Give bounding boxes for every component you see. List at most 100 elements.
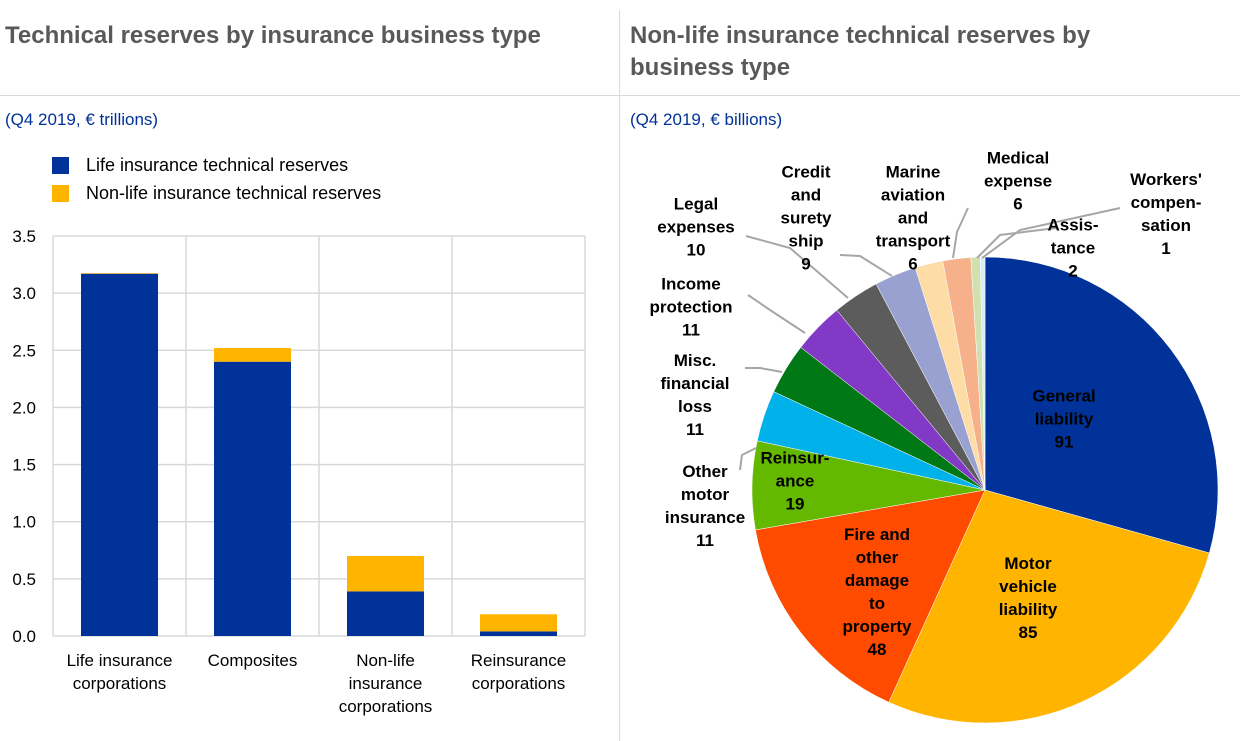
y-tick-label: 2.0 [12,398,36,417]
pie-label-line: 91 [1054,432,1074,452]
right-chart-title: Non-life insurance technical reserves by… [630,22,1091,81]
pie-label-line: damage [844,571,910,590]
pie-label-line: aviation [880,185,946,205]
pie-label-line: Other [682,462,728,481]
x-tick-label: Composites [208,651,298,670]
y-tick-label: 3.0 [12,284,36,303]
pie-label: Misc. financial loss 11 [661,349,730,441]
pie-label: General liability 91 [1032,385,1095,454]
pie-label-line: liability [1034,409,1094,429]
y-tick-label: 3.5 [12,227,36,246]
pie-label-line: transport [875,231,951,251]
legend-label-life: Life insurance technical reserves [86,155,349,175]
bar-non-life-insurance-technical-reserves [214,348,291,362]
bar-life-insurance-technical-reserves [214,361,291,636]
pie-label-line: expense [983,171,1053,191]
pie-label-line: Fire and [843,525,911,544]
pie-label-line: loss [677,397,713,416]
pie-label-line: 11 [696,531,714,550]
pie-label-line: protection [649,297,733,317]
header-divider [0,95,1240,96]
x-tick-label: Non-life [356,651,415,670]
pie-label: Marine aviation and transport 6 [876,161,951,276]
leader-line [976,227,1057,259]
pie-label-line: 1 [1161,239,1171,258]
pie-label-line: 2 [1068,261,1078,281]
pie-label-line: tance [1050,238,1096,258]
pie-label-line: 6 [1013,194,1023,214]
y-tick-label: 2.5 [12,341,36,360]
bar-non-life-insurance-technical-reserves [81,273,158,274]
legend-item-life: Life insurance technical reserves [52,155,348,176]
bar-life-insurance-technical-reserves [347,591,424,636]
pie-label-line: 19 [785,494,805,514]
pie-label-line: liability [998,600,1058,619]
bar-life-insurance-technical-reserves [480,631,557,636]
pie-slice-motor-vehicle-liability [888,489,1210,724]
x-tick-label: corporations [73,674,167,693]
pie-label-line: and [897,208,929,228]
leader-line [739,447,757,471]
pie-label-line: compen- [1130,193,1202,212]
panel-divider [619,10,620,741]
pie-label-line: surety [780,208,832,228]
x-tick-label: Reinsurance [471,651,566,670]
y-tick-label: 1.0 [12,513,36,532]
pie-label-line: 11 [682,320,700,340]
left-chart-title: Technical reserves by insurance business… [5,22,541,49]
pie-label-line: vehicle [999,577,1057,596]
left-chart-subtitle: (Q4 2019, € trillions) [5,110,159,129]
pie-label: Income protection 11 [649,273,732,342]
pie-label-line: expenses [657,217,735,237]
pie-label: Motor vehicle liability 85 [999,552,1058,644]
pie-label-line: Marine [885,162,941,182]
pie-label-line: other [855,548,899,567]
bar-life-insurance-technical-reserves [81,273,158,636]
pie-label-line: ance [775,471,815,491]
y-tick-label: 0.5 [12,570,36,589]
leader-line [839,254,893,277]
pie-label: Reinsur-ance 19 [761,447,830,516]
pie-label-line: insurance [664,508,746,527]
pie-label-line: 85 [1018,623,1038,642]
legend-label-nonlife: Non-life insurance technical reserves [86,183,382,203]
pie-label-line: Misc. [673,351,717,370]
pie-label: Medical expense 6 [984,147,1052,216]
leader-line [952,207,969,259]
pie-label: Fire and other damage to property 48 [843,523,912,661]
pie-label-line: Motor [1004,554,1052,573]
pie-label: Other motor insurance 11 [665,460,745,552]
pie-label-line: Credit [781,162,831,182]
pie-label-line: to [868,594,886,613]
x-tick-label: Life insurance [67,651,173,670]
legend-swatch-life [52,157,69,174]
pie-label-line: 9 [801,254,811,274]
right-chart-subtitle: (Q4 2019, € billions) [630,110,783,129]
pie-label-line: Income [661,274,721,294]
y-tick-label: 1.5 [12,456,36,475]
y-tick-label: 0.0 [12,627,36,646]
pie-slice-general-liability [984,256,1219,554]
pie-slice-fire-and-other-damage-to-property [755,489,986,703]
pie-label-line: and [790,185,822,205]
pie-label-line: property [842,617,912,636]
bar-non-life-insurance-technical-reserves [480,614,557,632]
x-tick-label: corporations [339,697,433,716]
bar-non-life-insurance-technical-reserves [347,556,424,592]
pie-label-line: Workers' [1130,170,1202,189]
legend-item-nonlife: Non-life insurance technical reserves [52,183,381,204]
pie-label-line: Medical [986,148,1050,168]
leader-line [745,235,849,299]
pie-label: Workers' compen-sation 1 [1130,168,1202,260]
pie-label-line: Assis- [1047,215,1099,235]
pie-label: Credit and surety ship 9 [780,161,831,276]
pie-label-line: General [1032,386,1096,406]
pie-label-line: Legal [673,194,719,214]
pie-label-line: motor [680,485,730,504]
pie-label-line: ship [788,231,824,251]
x-tick-label: corporations [472,674,566,693]
pie-label-line: 10 [686,240,706,260]
pie-label-line: 48 [867,640,887,659]
pie-label-line: financial [660,374,730,393]
